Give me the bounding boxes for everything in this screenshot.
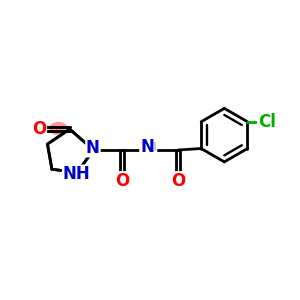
- Text: O: O: [171, 172, 185, 190]
- Text: Cl: Cl: [258, 113, 276, 131]
- Ellipse shape: [49, 122, 68, 135]
- Text: N: N: [140, 138, 154, 156]
- Text: O: O: [32, 120, 46, 138]
- Ellipse shape: [69, 166, 84, 182]
- Text: N: N: [86, 139, 100, 157]
- Text: H: H: [146, 140, 157, 154]
- Text: NH: NH: [63, 165, 91, 183]
- Text: O: O: [115, 172, 129, 190]
